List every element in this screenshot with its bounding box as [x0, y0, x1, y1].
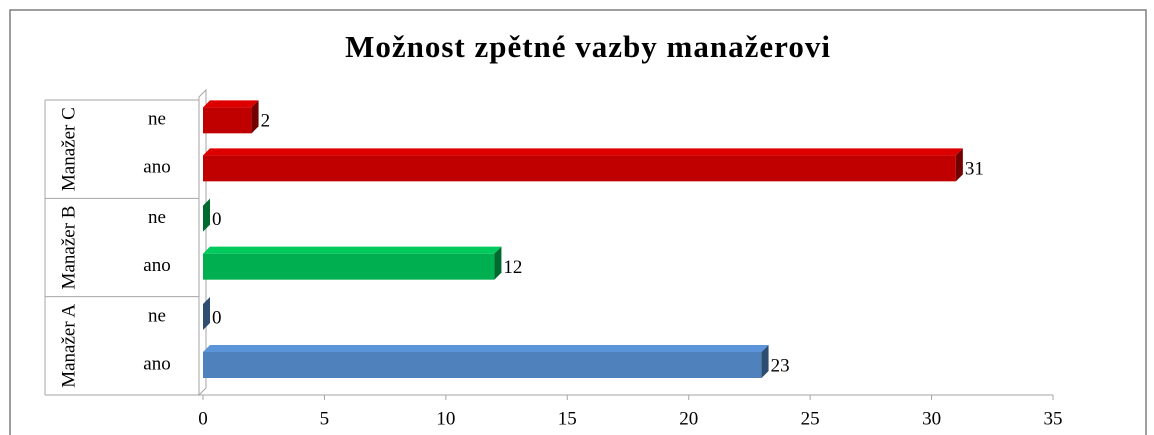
value-label: 31: [965, 159, 984, 180]
bar-side: [955, 148, 963, 182]
bar-front: [203, 352, 762, 378]
bar-side: [251, 100, 259, 134]
value-label: 0: [212, 209, 222, 230]
x-tick-label: 15: [558, 408, 577, 429]
chart-title: Možnost zpětné vazby manažerovi: [345, 29, 831, 64]
group-label: Manažer B: [58, 206, 79, 290]
x-tick-label: 30: [922, 408, 941, 429]
bar-top: [203, 100, 259, 108]
x-tick-label: 5: [320, 408, 330, 429]
bar-side: [203, 297, 210, 330]
bar: [203, 246, 502, 280]
bar: [203, 297, 210, 330]
x-tick-label: 35: [1044, 408, 1063, 429]
x-tick-label: 20: [679, 408, 698, 429]
x-tick-label: 0: [198, 408, 208, 429]
bar: [203, 198, 210, 232]
bar-side: [761, 345, 769, 378]
group-label: Manažer A: [58, 304, 79, 388]
bar-front: [203, 253, 495, 280]
y-tick-label: ne: [148, 207, 166, 228]
value-label: 2: [261, 111, 271, 132]
y-tick-label: ano: [143, 353, 170, 374]
value-label: 23: [771, 355, 790, 376]
bar-top: [203, 246, 502, 254]
y-tick-label: ne: [148, 109, 166, 130]
bar-side: [494, 246, 502, 280]
x-tick-label: 10: [436, 408, 455, 429]
y-tick-label: ano: [143, 255, 170, 276]
bar-front: [203, 107, 252, 134]
bar: [203, 345, 769, 378]
bar-top: [203, 345, 769, 352]
chart-frame: [9, 9, 1147, 435]
y-tick-label: ano: [143, 157, 170, 178]
x-tick-label: 25: [801, 408, 820, 429]
bar: [203, 100, 259, 134]
plot-wall: [198, 88, 207, 397]
group-label: Manažer C: [58, 107, 79, 191]
bar: [203, 148, 963, 182]
bar-side: [203, 198, 210, 232]
value-label: 0: [212, 307, 222, 328]
value-label: 12: [503, 257, 522, 278]
bar-front: [203, 155, 956, 182]
y-tick-label: ne: [148, 305, 166, 326]
bar-top: [203, 148, 963, 156]
